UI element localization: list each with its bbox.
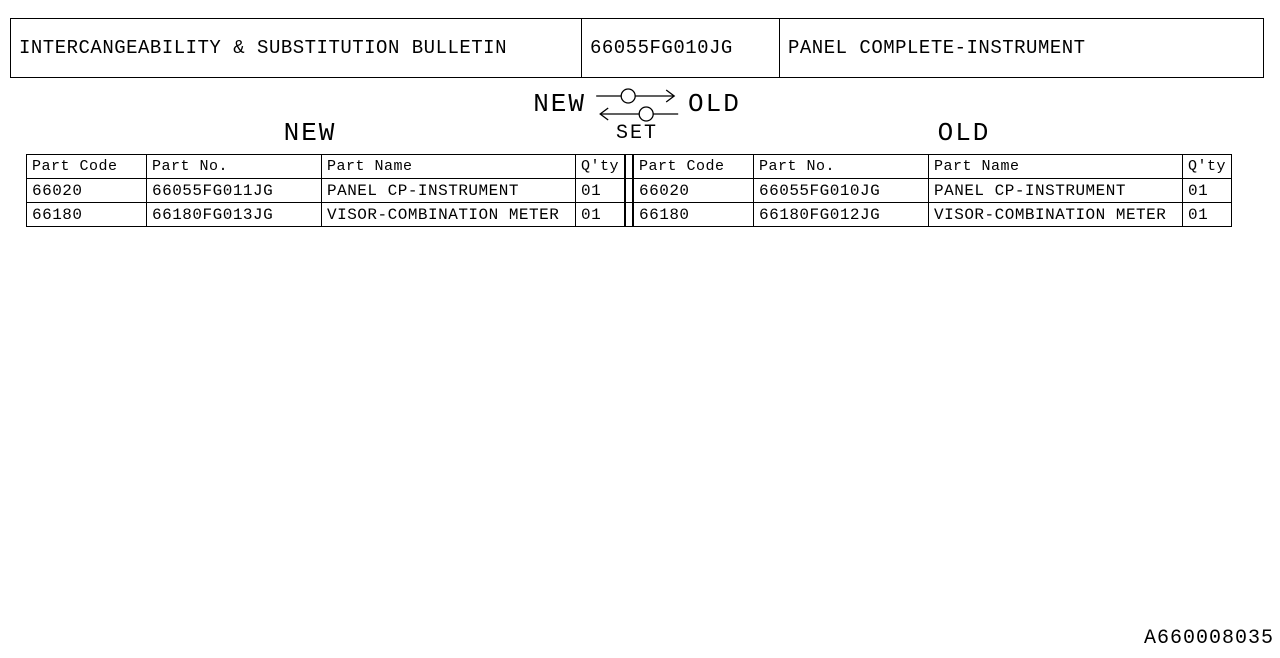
cell-part-code: 66180 — [27, 203, 147, 227]
cell-qty: 01 — [576, 203, 625, 227]
cell-part-name: VISOR-COMBINATION METER — [929, 203, 1183, 227]
center-old-label: OLD — [682, 89, 747, 119]
cell-qty: 01 — [1183, 179, 1232, 203]
cell-part-code: 66180 — [634, 203, 754, 227]
header-part-name: PANEL COMPLETE-INSTRUMENT — [780, 19, 1264, 78]
cell-part-no: 66180FG012JG — [754, 203, 929, 227]
table-row: 6602066055FG010JGPANEL CP-INSTRUMENT01 — [634, 179, 1232, 203]
new-table: Part Code Part No. Part Name Q'ty 660206… — [26, 154, 625, 227]
gap-table — [625, 154, 633, 227]
col-part-name: Part Name — [322, 155, 576, 179]
cell-part-code: 66020 — [27, 179, 147, 203]
data-tables: Part Code Part No. Part Name Q'ty 660206… — [26, 154, 1244, 227]
old-table: Part Code Part No. Part Name Q'ty 660206… — [633, 154, 1232, 227]
table-row: 6602066055FG011JGPANEL CP-INSTRUMENT01 — [27, 179, 625, 203]
col-part-code: Part Code — [634, 155, 754, 179]
col-part-no: Part No. — [754, 155, 929, 179]
new-section-label: NEW — [10, 118, 610, 148]
footer-code: A660008035 — [1144, 627, 1274, 650]
col-qty: Q'ty — [576, 155, 625, 179]
col-part-code: Part Code — [27, 155, 147, 179]
cell-part-name: PANEL CP-INSTRUMENT — [322, 179, 576, 203]
cell-part-no: 66055FG010JG — [754, 179, 929, 203]
header-part-no: 66055FG010JG — [582, 19, 780, 78]
center-new-label: NEW — [527, 89, 592, 119]
table-row: 6618066180FG012JGVISOR-COMBINATION METER… — [634, 203, 1232, 227]
cell-part-name: PANEL CP-INSTRUMENT — [929, 179, 1183, 203]
header-title: INTERCANGEABILITY & SUBSTITUTION BULLETI… — [11, 19, 582, 78]
col-part-no: Part No. — [147, 155, 322, 179]
cell-part-no: 66055FG011JG — [147, 179, 322, 203]
table-header-row: Part Code Part No. Part Name Q'ty — [27, 155, 625, 179]
table-row: 6618066180FG013JGVISOR-COMBINATION METER… — [27, 203, 625, 227]
cell-qty: 01 — [1183, 203, 1232, 227]
col-qty: Q'ty — [1183, 155, 1232, 179]
col-part-name: Part Name — [929, 155, 1183, 179]
cell-part-no: 66180FG013JG — [147, 203, 322, 227]
diagram-row: NEW NEW OLD SET OLD — [10, 84, 1264, 154]
cell-qty: 01 — [576, 179, 625, 203]
table-header-row: Part Code Part No. Part Name Q'ty — [634, 155, 1232, 179]
header-table: INTERCANGEABILITY & SUBSTITUTION BULLETI… — [10, 18, 1264, 78]
old-section-label: OLD — [664, 118, 1264, 148]
cell-part-code: 66020 — [634, 179, 754, 203]
cell-part-name: VISOR-COMBINATION METER — [322, 203, 576, 227]
